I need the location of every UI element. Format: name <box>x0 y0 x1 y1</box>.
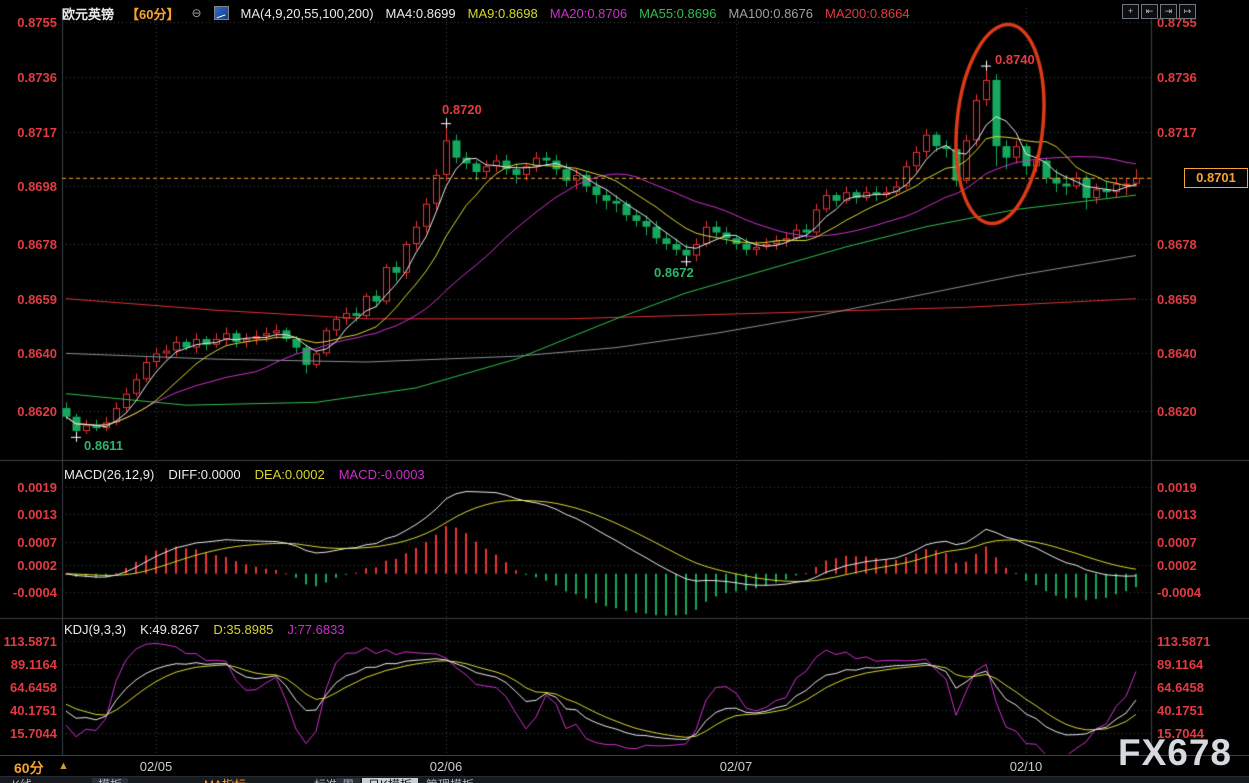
axis-right-icon[interactable]: ⇥ <box>1160 4 1177 19</box>
price-annotation-low: 0.8611 <box>84 437 124 453</box>
toolbar-item[interactable]: MA指标 <box>198 778 252 783</box>
current-price-tag: 0.8701 <box>1184 167 1248 188</box>
exit-window-icon[interactable]: ↦ <box>1179 4 1196 19</box>
kdj-axis-tick-left: 89.1164 <box>10 657 57 672</box>
macd-axis-tick-right: 0.0019 <box>1157 480 1197 495</box>
toolbar-item[interactable]: 管理模板 <box>420 778 480 783</box>
toolbar-item[interactable]: 日K模板 <box>362 778 419 783</box>
kdj-axis-tick-right: 89.1164 <box>1157 657 1204 672</box>
macd-axis-tick-left: 0.0013 <box>17 507 57 523</box>
time-axis: 60分 ▲ 02/05 02/06 02/07 02/10 <box>0 755 1249 777</box>
ma200-value: MA200:0.8664 <box>825 5 910 21</box>
kdj-k-value: K:49.8267 <box>140 622 200 637</box>
ma4-value: MA4:0.8699 <box>385 5 456 21</box>
macd-axis-tick-left: 0.0007 <box>17 534 57 550</box>
kdj-axis-tick-right: 15.7044 <box>1157 726 1204 741</box>
price-axis-tick-right: 0.8620 <box>1157 403 1197 419</box>
kdj-axis-tick-left: 113.5871 <box>3 634 57 649</box>
crosshair-icon[interactable]: + <box>1122 4 1139 19</box>
kdj-axis-tick-right: 64.6458 <box>1157 679 1204 695</box>
ma9-value: MA9:0.8698 <box>467 5 538 21</box>
toolbar-item[interactable]: 标准 <box>308 778 344 783</box>
ma55-value: MA55:0.8696 <box>639 5 717 21</box>
macd-title[interactable]: MACD(26,12,9) <box>64 467 155 482</box>
macd-value: MACD:-0.0003 <box>338 467 425 482</box>
bottom-toolbar-clipped[interactable]: K线 模板 MA指标 标准周日K模板管理模板 <box>0 776 1249 783</box>
kdj-axis-tick-left: 15.7044 <box>10 726 57 741</box>
macd-axis-tick-right: 0.0002 <box>1157 557 1197 573</box>
kdj-j-value: J:77.6833 <box>287 622 345 637</box>
price-axis-tick-left: 0.8717 <box>17 124 57 140</box>
macd-axis-tick-left: 0.0002 <box>17 557 57 573</box>
price-annotation-peak: 0.8740 <box>995 51 1035 67</box>
price-axis-tick-right: 0.8678 <box>1157 237 1197 252</box>
price-annotation-high: 0.8720 <box>442 102 482 118</box>
ma20-value: MA20:0.8706 <box>549 5 628 21</box>
period-badge[interactable]: 【60分】 <box>126 6 180 22</box>
toolbar-item[interactable]: 模板 <box>92 778 129 783</box>
price-axis-tick-right: 0.8736 <box>1157 70 1197 86</box>
macd-dea-value: DEA:0.0002 <box>254 467 325 482</box>
symbol-title: 欧元英镑 <box>62 6 115 22</box>
kdj-axis-tick-left: 64.6458 <box>10 679 57 695</box>
macd-axis-tick-right: 0.0013 <box>1157 507 1197 523</box>
kdj-axis-tick-right: 113.5871 <box>1157 634 1211 649</box>
toolbar-item[interactable]: K线 <box>6 778 38 783</box>
price-axis-tick-left: 0.8640 <box>17 346 57 362</box>
kdj-d-value: D:35.8985 <box>213 622 274 637</box>
kdj-axis-tick-left: 40.1751 <box>10 703 57 718</box>
kdj-header: KDJ(9,3,3) K:49.8267 D:35.8985 J:77.6833 <box>64 622 345 637</box>
price-axis-tick-right: 0.8659 <box>1157 291 1197 307</box>
price-axis-tick-right: 0.8717 <box>1157 124 1197 140</box>
date-label: 02/07 <box>719 759 753 774</box>
date-label: 02/10 <box>1009 759 1043 774</box>
watermark-logo: FX678 <box>1118 732 1233 773</box>
price-axis-tick-left: 0.8698 <box>17 179 57 195</box>
macd-axis-tick-right: 0.0007 <box>1157 534 1197 550</box>
chart-header: 欧元英镑 【60分】 ⊖ MA(4,9,20,55,100,200) MA4:0… <box>62 4 910 22</box>
macd-axis-tick-right: -0.0004 <box>1157 584 1202 600</box>
axis-left-icon[interactable]: ⇤ <box>1141 4 1158 19</box>
toolbar-item[interactable]: 周 <box>336 778 361 783</box>
ma100-value: MA100:0.8676 <box>728 5 814 21</box>
macd-header: MACD(26,12,9) DIFF:0.0000 DEA:0.0002 MAC… <box>64 467 425 482</box>
price-axis-tick-right: 0.8755 <box>1157 15 1197 31</box>
price-axis-tick-left: 0.8736 <box>17 70 57 86</box>
kdj-axis-tick-right: 40.1751 <box>1157 703 1204 718</box>
price-axis-tick-left: 0.8659 <box>17 291 57 307</box>
circle-minus-icon[interactable]: ⊖ <box>191 6 202 20</box>
price-axis-tick-left: 0.8620 <box>17 403 57 419</box>
macd-axis-tick-left: -0.0004 <box>12 584 57 600</box>
price-axis-tick-right: 0.8640 <box>1157 346 1197 362</box>
date-label: 02/06 <box>429 759 463 774</box>
date-label: 02/05 <box>139 759 173 774</box>
macd-axis-tick-left: 0.0019 <box>17 480 57 495</box>
timeframe-up-arrow-icon[interactable]: ▲ <box>58 760 69 772</box>
price-annotation-low2: 0.8672 <box>654 265 694 281</box>
window-control-icons: + ⇤ ⇥ ↦ <box>1122 4 1196 19</box>
kdj-title[interactable]: KDJ(9,3,3) <box>64 622 127 637</box>
timeframe-label[interactable]: 60分 <box>14 760 44 776</box>
chart-thumbnail-icon[interactable] <box>213 6 229 20</box>
price-axis-tick-left: 0.8678 <box>17 237 57 252</box>
price-axis-tick-left: 0.8755 <box>17 15 57 31</box>
macd-diff-value: DIFF:0.0000 <box>168 467 241 482</box>
ma-settings-label[interactable]: MA(4,9,20,55,100,200) <box>240 5 374 21</box>
